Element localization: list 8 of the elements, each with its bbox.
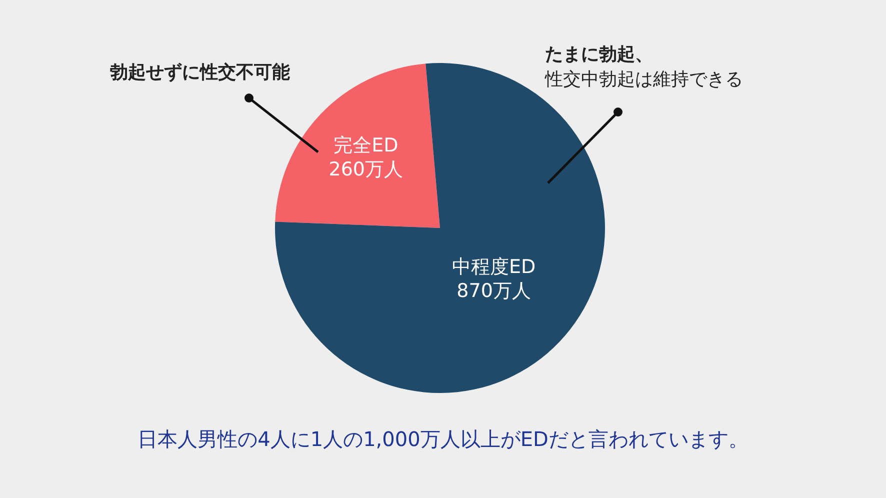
- text: 日本人男性の4人に1人の1,000万人以上がEDだと言われています。: [138, 427, 748, 451]
- data-label: 260万人: [328, 158, 404, 180]
- text: 性交中勃起は維持できる: [544, 69, 743, 90]
- text: たまに勃起、: [545, 44, 653, 65]
- data-label: 870万人: [456, 280, 531, 302]
- text: 勃起せずに性交不可能: [110, 62, 290, 83]
- slice-label: 中程度ED: [452, 256, 536, 278]
- slice-label: 完全ED: [334, 134, 398, 156]
